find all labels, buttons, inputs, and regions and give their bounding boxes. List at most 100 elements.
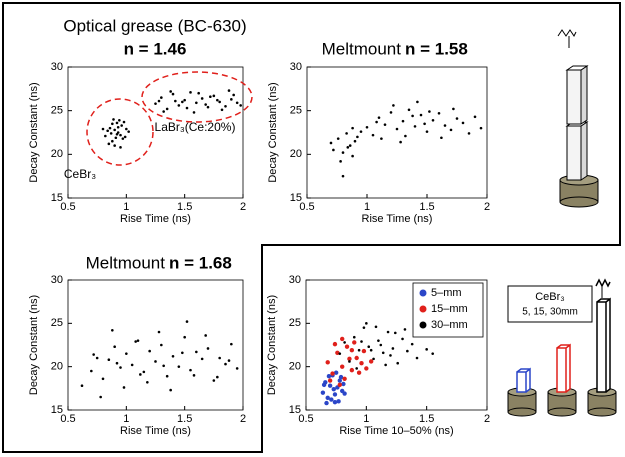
- data-point: [185, 106, 189, 110]
- data-point: [338, 352, 342, 355]
- data-point: [115, 121, 119, 125]
- data-point: [160, 343, 163, 347]
- data-point: [195, 350, 198, 354]
- panel-frame: [2, 2, 621, 453]
- data-point: [113, 128, 116, 132]
- data-point: [212, 379, 216, 382]
- data-point: [332, 400, 338, 405]
- data-point: [206, 347, 210, 350]
- data-point: [171, 92, 175, 96]
- y-tick-label: 25: [289, 317, 301, 329]
- data-point: [235, 367, 239, 370]
- data-point: [416, 100, 419, 104]
- data-point: [329, 141, 333, 145]
- data-point: [375, 120, 378, 124]
- data-point: [338, 374, 344, 380]
- data-point: [443, 124, 447, 127]
- data-point: [339, 160, 342, 163]
- x-tick-label: 2: [484, 413, 490, 425]
- data-point: [189, 91, 192, 94]
- panel-subtitle: n = 1.68: [169, 253, 232, 272]
- data-point: [165, 374, 169, 378]
- data-point: [106, 129, 109, 133]
- data-point: [235, 101, 239, 105]
- data-point: [183, 98, 186, 102]
- data-point: [325, 360, 330, 365]
- data-point: [230, 342, 233, 346]
- data-point: [197, 91, 200, 95]
- data-point: [396, 361, 400, 365]
- data-point: [360, 340, 363, 343]
- data-point: [119, 133, 122, 137]
- data-point: [336, 137, 340, 140]
- data-point: [356, 370, 362, 375]
- data-point: [467, 132, 471, 135]
- x-tick-label: 1.5: [177, 201, 192, 213]
- y-tick-label: 15: [51, 192, 63, 204]
- data-point: [357, 348, 361, 352]
- data-point: [90, 369, 93, 373]
- data-point: [123, 135, 127, 139]
- data-point: [239, 104, 242, 107]
- data-point: [342, 391, 347, 396]
- data-point: [119, 366, 122, 369]
- data-point: [327, 378, 333, 383]
- data-point: [134, 340, 137, 343]
- data-point: [364, 366, 369, 371]
- data-point: [104, 134, 107, 138]
- data-point: [379, 343, 383, 347]
- data-point: [431, 352, 435, 355]
- data-point: [204, 334, 207, 337]
- data-point: [337, 382, 342, 388]
- data-point: [227, 359, 231, 362]
- data-point: [335, 350, 340, 355]
- data-point: [404, 134, 407, 138]
- data-point: [345, 132, 348, 135]
- data-point: [127, 130, 130, 133]
- legend-marker: [419, 305, 427, 313]
- data-point: [381, 351, 385, 355]
- data-point: [351, 126, 354, 130]
- y-axis-label: Decay Constant (ns): [267, 82, 279, 182]
- data-point: [192, 111, 196, 114]
- data-point: [415, 356, 419, 360]
- data-point: [112, 118, 115, 121]
- crystal-diagram: [507, 278, 617, 417]
- data-point: [115, 361, 119, 365]
- data-point: [392, 104, 395, 107]
- data-point: [332, 392, 338, 397]
- data-point: [425, 130, 429, 133]
- data-point: [337, 378, 342, 383]
- x-tick-label: 0.5: [60, 201, 75, 213]
- panel-title: Meltmount: [322, 39, 402, 58]
- annotation: LaBr₃(Ce:20%): [155, 120, 236, 134]
- data-point: [148, 349, 151, 353]
- data-point: [428, 110, 431, 113]
- y-tick-label: 30: [289, 274, 301, 286]
- y-tick-label: 20: [51, 361, 63, 373]
- data-point: [111, 139, 114, 143]
- data-point: [320, 390, 326, 395]
- data-point: [403, 328, 407, 331]
- y-tick-label: 15: [290, 192, 302, 204]
- y-tick-label: 15: [51, 404, 63, 416]
- x-tick-label: 1: [363, 413, 369, 425]
- data-point: [177, 104, 181, 107]
- y-tick-label: 25: [290, 105, 302, 117]
- data-point: [95, 356, 99, 360]
- data-point: [369, 348, 373, 352]
- data-point: [125, 127, 128, 131]
- data-point: [359, 130, 363, 133]
- x-axis-label: Rise Time (ns): [120, 213, 191, 225]
- data-point: [324, 400, 329, 406]
- data-point: [389, 354, 392, 357]
- annotation: CeBr₃: [64, 167, 96, 181]
- data-point: [224, 105, 227, 108]
- data-point: [125, 352, 128, 355]
- y-axis-label: Decay Constant (ns): [266, 295, 278, 395]
- data-point: [377, 339, 380, 342]
- data-point: [380, 137, 383, 140]
- data-point: [332, 148, 335, 152]
- data-point: [130, 363, 134, 367]
